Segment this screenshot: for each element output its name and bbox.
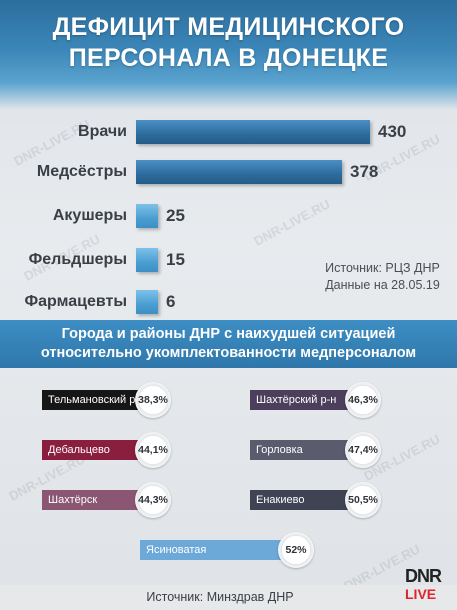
city-bar: [42, 490, 152, 510]
percent-circle: [345, 432, 381, 468]
bar: [136, 290, 158, 314]
bar-value-label: 6: [166, 292, 176, 311]
footer-band: [0, 585, 457, 610]
title-line-2: ПЕРСОНАЛА В ДОНЕЦКЕ: [68, 44, 389, 72]
watermark: DNR-LIVE.RU: [251, 196, 333, 249]
source-note-bottom: Источник: Минздрав ДНР: [146, 590, 294, 604]
bar: [136, 160, 342, 184]
percent-circle: [135, 382, 171, 418]
bar-value-label: 430: [378, 122, 407, 141]
source-top-line-2: Данные на 28.05.19: [325, 278, 440, 292]
bar-value-label: 25: [166, 206, 185, 225]
subtitle-line-1: Города и районы ДНР с наихудшей ситуацие…: [61, 326, 396, 342]
city-bar: [250, 390, 360, 410]
city-label: Дебальцево: [48, 444, 110, 456]
city-bar: [42, 390, 152, 410]
source-note-top: Источник: РЦЗ ДНР Данные на 28.05.19: [310, 260, 455, 294]
city-bar: [250, 440, 360, 460]
city-label: Ясиноватая: [146, 544, 207, 556]
city-label: Енакиево: [256, 494, 305, 506]
subtitle-line-2: относительно укомплектованности медперсо…: [40, 345, 417, 361]
percent-label: 46,3%: [348, 394, 378, 406]
bar-label: Акушеры: [52, 207, 127, 224]
percent-label: 50,5%: [348, 494, 378, 506]
percent-circle: [135, 432, 171, 468]
percent-circle: [278, 532, 314, 568]
city-bar: [42, 440, 152, 460]
percent-label: 38,3%: [138, 394, 168, 406]
bar: [136, 248, 158, 272]
bar: [136, 120, 370, 144]
city-bar: [140, 540, 290, 560]
percent-circle: [345, 482, 381, 518]
page-title: ДЕФИЦИТ МЕДИЦИНСКОГО ПЕРСОНАЛА В ДОНЕЦКЕ: [0, 12, 457, 74]
bar: [136, 204, 158, 228]
header-band: [0, 0, 457, 110]
city-label: Шахтёрск: [48, 494, 98, 506]
source-top-line-1: Источник: РЦЗ ДНР: [325, 261, 440, 275]
logo-live-text: LIVE: [405, 586, 437, 602]
bar-label: Врачи: [78, 123, 127, 140]
percent-label: 44,1%: [138, 444, 168, 456]
city-label: Горловка: [256, 444, 303, 456]
city-label: Тельмановский р-н: [48, 394, 146, 406]
title-line-1: ДЕФИЦИТ МЕДИЦИНСКОГО: [52, 13, 405, 41]
percent-circle: [135, 482, 171, 518]
logo-dnr-text: DNR: [405, 566, 442, 586]
bar-label: Медсёстры: [36, 163, 127, 180]
percent-label: 44,3%: [138, 494, 168, 506]
bar-label: Фармацевты: [24, 293, 128, 310]
bar-value-label: 15: [166, 250, 185, 269]
percent-label: 47,4%: [348, 444, 378, 456]
subtitle-band: [0, 320, 457, 368]
city-bar: [250, 490, 360, 510]
city-label: Шахтёрский р-н: [256, 394, 337, 406]
bar-label: Фельдшеры: [28, 251, 127, 268]
bar-value-label: 378: [350, 162, 379, 181]
percent-label: 52%: [285, 544, 307, 556]
subtitle-text: Города и районы ДНР с наихудшей ситуацие…: [0, 325, 457, 363]
percent-circle: [345, 382, 381, 418]
dnr-live-logo: DNR LIVE: [405, 566, 453, 606]
